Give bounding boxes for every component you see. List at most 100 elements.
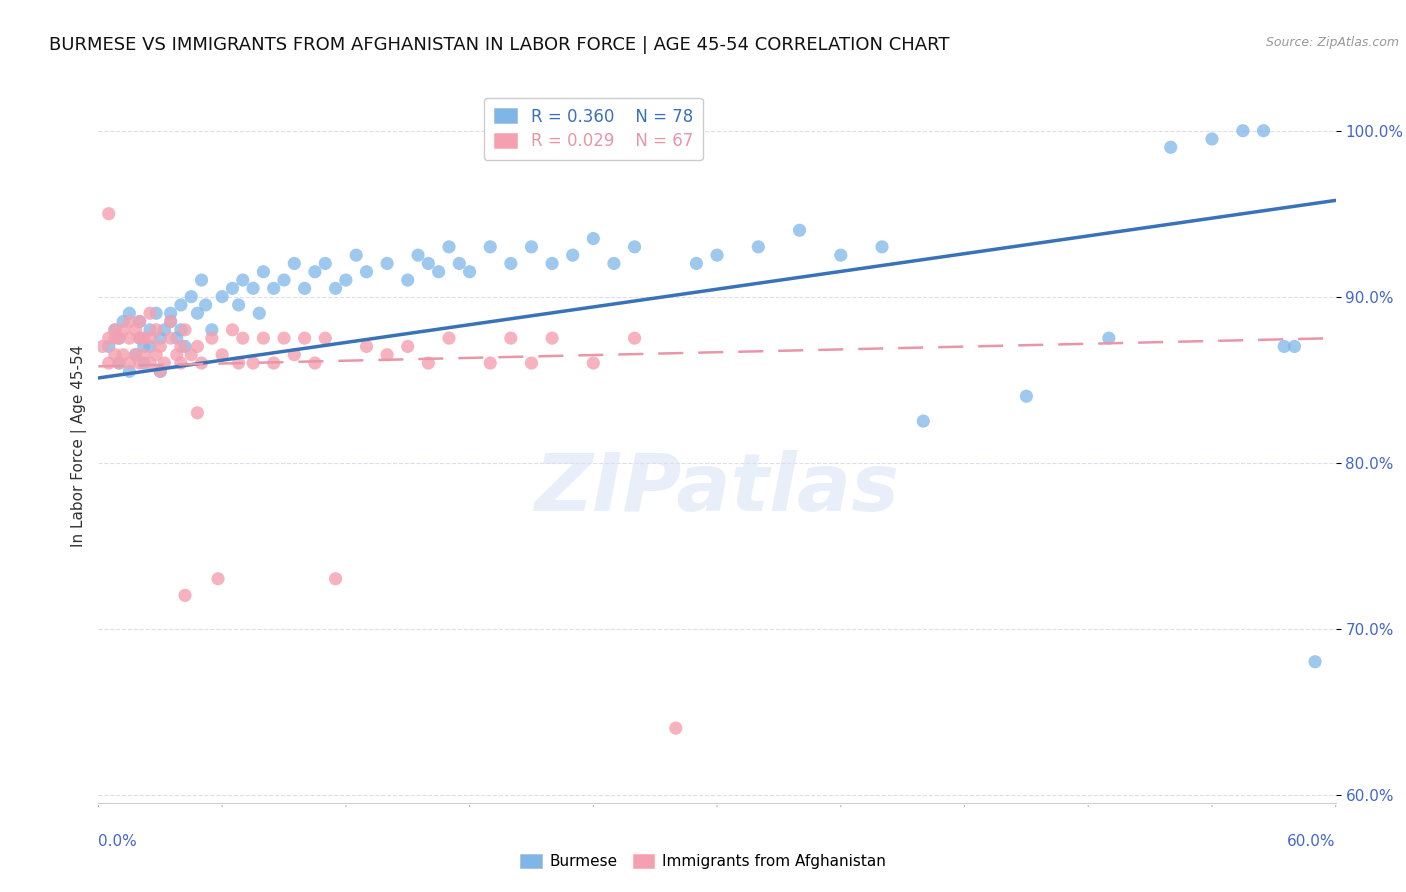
Point xyxy=(190,356,212,370)
Point xyxy=(145,323,167,337)
Point xyxy=(325,281,347,295)
Point xyxy=(520,240,543,254)
Point xyxy=(396,273,419,287)
Point xyxy=(170,339,193,353)
Point xyxy=(104,331,127,345)
Point xyxy=(166,331,188,345)
Point xyxy=(145,348,167,362)
Point xyxy=(159,306,181,320)
Point xyxy=(180,348,202,362)
Point xyxy=(153,323,176,337)
Point xyxy=(211,348,233,362)
Point xyxy=(128,331,150,345)
Point xyxy=(139,356,162,370)
Point xyxy=(541,331,564,345)
Point xyxy=(201,331,224,345)
Point xyxy=(159,314,181,328)
Text: 0.0%: 0.0% xyxy=(98,834,138,849)
Point xyxy=(112,323,135,337)
Point xyxy=(194,298,217,312)
Point xyxy=(830,248,852,262)
Point xyxy=(325,572,347,586)
Point xyxy=(104,323,127,337)
Point xyxy=(561,248,583,262)
Point xyxy=(273,331,295,345)
Point xyxy=(128,331,150,345)
Point xyxy=(1253,124,1275,138)
Point xyxy=(294,331,316,345)
Point xyxy=(228,298,250,312)
Point xyxy=(128,356,150,370)
Point xyxy=(207,572,229,586)
Point xyxy=(153,356,176,370)
Point xyxy=(159,314,181,328)
Point xyxy=(97,356,120,370)
Point xyxy=(139,323,162,337)
Point xyxy=(97,339,120,353)
Point xyxy=(582,356,605,370)
Point xyxy=(104,348,127,362)
Point xyxy=(437,331,460,345)
Point xyxy=(623,240,645,254)
Point xyxy=(418,256,440,270)
Point xyxy=(252,331,274,345)
Point xyxy=(149,339,172,353)
Point xyxy=(242,281,264,295)
Point xyxy=(314,331,336,345)
Legend: Burmese, Immigrants from Afghanistan: Burmese, Immigrants from Afghanistan xyxy=(515,848,891,875)
Point xyxy=(128,314,150,328)
Point xyxy=(174,588,197,602)
Text: ZIPatlas: ZIPatlas xyxy=(534,450,900,528)
Point xyxy=(499,256,522,270)
Point xyxy=(112,314,135,328)
Point xyxy=(124,348,146,362)
Point xyxy=(108,356,131,370)
Point xyxy=(186,306,208,320)
Point xyxy=(582,231,605,245)
Point xyxy=(97,207,120,221)
Point xyxy=(479,356,502,370)
Point xyxy=(211,290,233,304)
Point xyxy=(174,323,197,337)
Point xyxy=(104,323,127,337)
Point xyxy=(170,298,193,312)
Point xyxy=(170,356,193,370)
Point xyxy=(356,265,378,279)
Point xyxy=(190,273,212,287)
Point xyxy=(149,331,172,345)
Point xyxy=(132,348,155,362)
Point xyxy=(124,323,146,337)
Point xyxy=(118,306,141,320)
Point xyxy=(356,339,378,353)
Text: BURMESE VS IMMIGRANTS FROM AFGHANISTAN IN LABOR FORCE | AGE 45-54 CORRELATION CH: BURMESE VS IMMIGRANTS FROM AFGHANISTAN I… xyxy=(49,36,949,54)
Text: Source: ZipAtlas.com: Source: ZipAtlas.com xyxy=(1265,36,1399,49)
Point xyxy=(520,356,543,370)
Point xyxy=(132,339,155,353)
Point xyxy=(437,240,460,254)
Point xyxy=(149,364,172,378)
Point xyxy=(118,331,141,345)
Point xyxy=(304,265,326,279)
Point xyxy=(603,256,626,270)
Point xyxy=(458,265,481,279)
Point xyxy=(263,356,285,370)
Point xyxy=(132,331,155,345)
Point xyxy=(623,331,645,345)
Point xyxy=(118,356,141,370)
Y-axis label: In Labor Force | Age 45-54: In Labor Force | Age 45-54 xyxy=(72,345,87,547)
Point xyxy=(166,348,188,362)
Point xyxy=(706,248,728,262)
Point xyxy=(273,273,295,287)
Point xyxy=(97,331,120,345)
Point xyxy=(118,364,141,378)
Point xyxy=(294,281,316,295)
Point xyxy=(375,256,398,270)
Point xyxy=(406,248,429,262)
Point xyxy=(180,290,202,304)
Point xyxy=(108,356,131,370)
Point xyxy=(1015,389,1038,403)
Point xyxy=(789,223,811,237)
Point xyxy=(186,406,208,420)
Point xyxy=(335,273,357,287)
Point xyxy=(170,323,193,337)
